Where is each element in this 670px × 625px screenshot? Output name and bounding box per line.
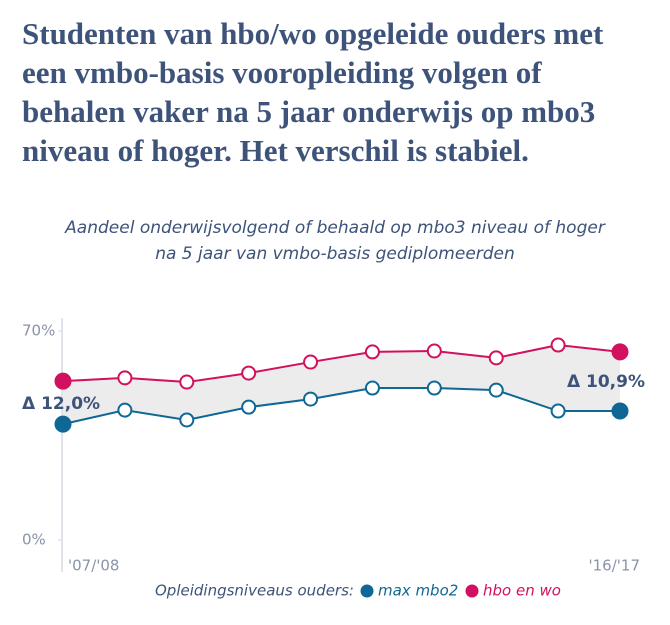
point	[426, 380, 442, 396]
chart-title: Studenten van hbo/wo opgeleide ouders me…	[22, 16, 604, 168]
point	[117, 370, 133, 386]
point	[179, 412, 195, 428]
annotation: Δ 12,0%	[22, 394, 100, 414]
point	[303, 391, 319, 407]
y-tick-label: 70%	[22, 322, 55, 340]
annotation: Δ 10,9%	[567, 372, 645, 392]
point	[364, 380, 380, 396]
point	[117, 402, 133, 418]
point	[54, 372, 72, 390]
legend-title: Opleidingsniveaus ouders:	[155, 582, 354, 600]
x-tick-label: '07/'08	[68, 557, 119, 575]
point	[364, 344, 380, 360]
band	[63, 345, 620, 425]
legend-label: max mbo2	[378, 582, 458, 600]
subtitle: na 5 jaar van vmbo-basis gediplomeerden	[155, 244, 515, 264]
subtitle: Aandeel onderwijsvolgend of behaald op m…	[64, 218, 606, 238]
point	[550, 337, 566, 353]
point	[550, 403, 566, 419]
point	[488, 350, 504, 366]
point	[303, 354, 319, 370]
point	[54, 415, 72, 433]
legend-label: hbo en wo	[483, 582, 561, 600]
series-line	[62, 387, 620, 426]
point	[241, 399, 257, 415]
point	[488, 382, 504, 398]
point	[241, 365, 257, 381]
point	[179, 374, 195, 390]
y-tick-label: 0%	[22, 531, 46, 549]
series-line	[62, 344, 621, 384]
point	[611, 402, 629, 420]
point	[426, 343, 442, 359]
legend-swatch	[360, 584, 374, 598]
legend-swatch	[465, 584, 479, 598]
x-tick-label: '16/'17	[589, 557, 640, 575]
point	[611, 343, 629, 361]
